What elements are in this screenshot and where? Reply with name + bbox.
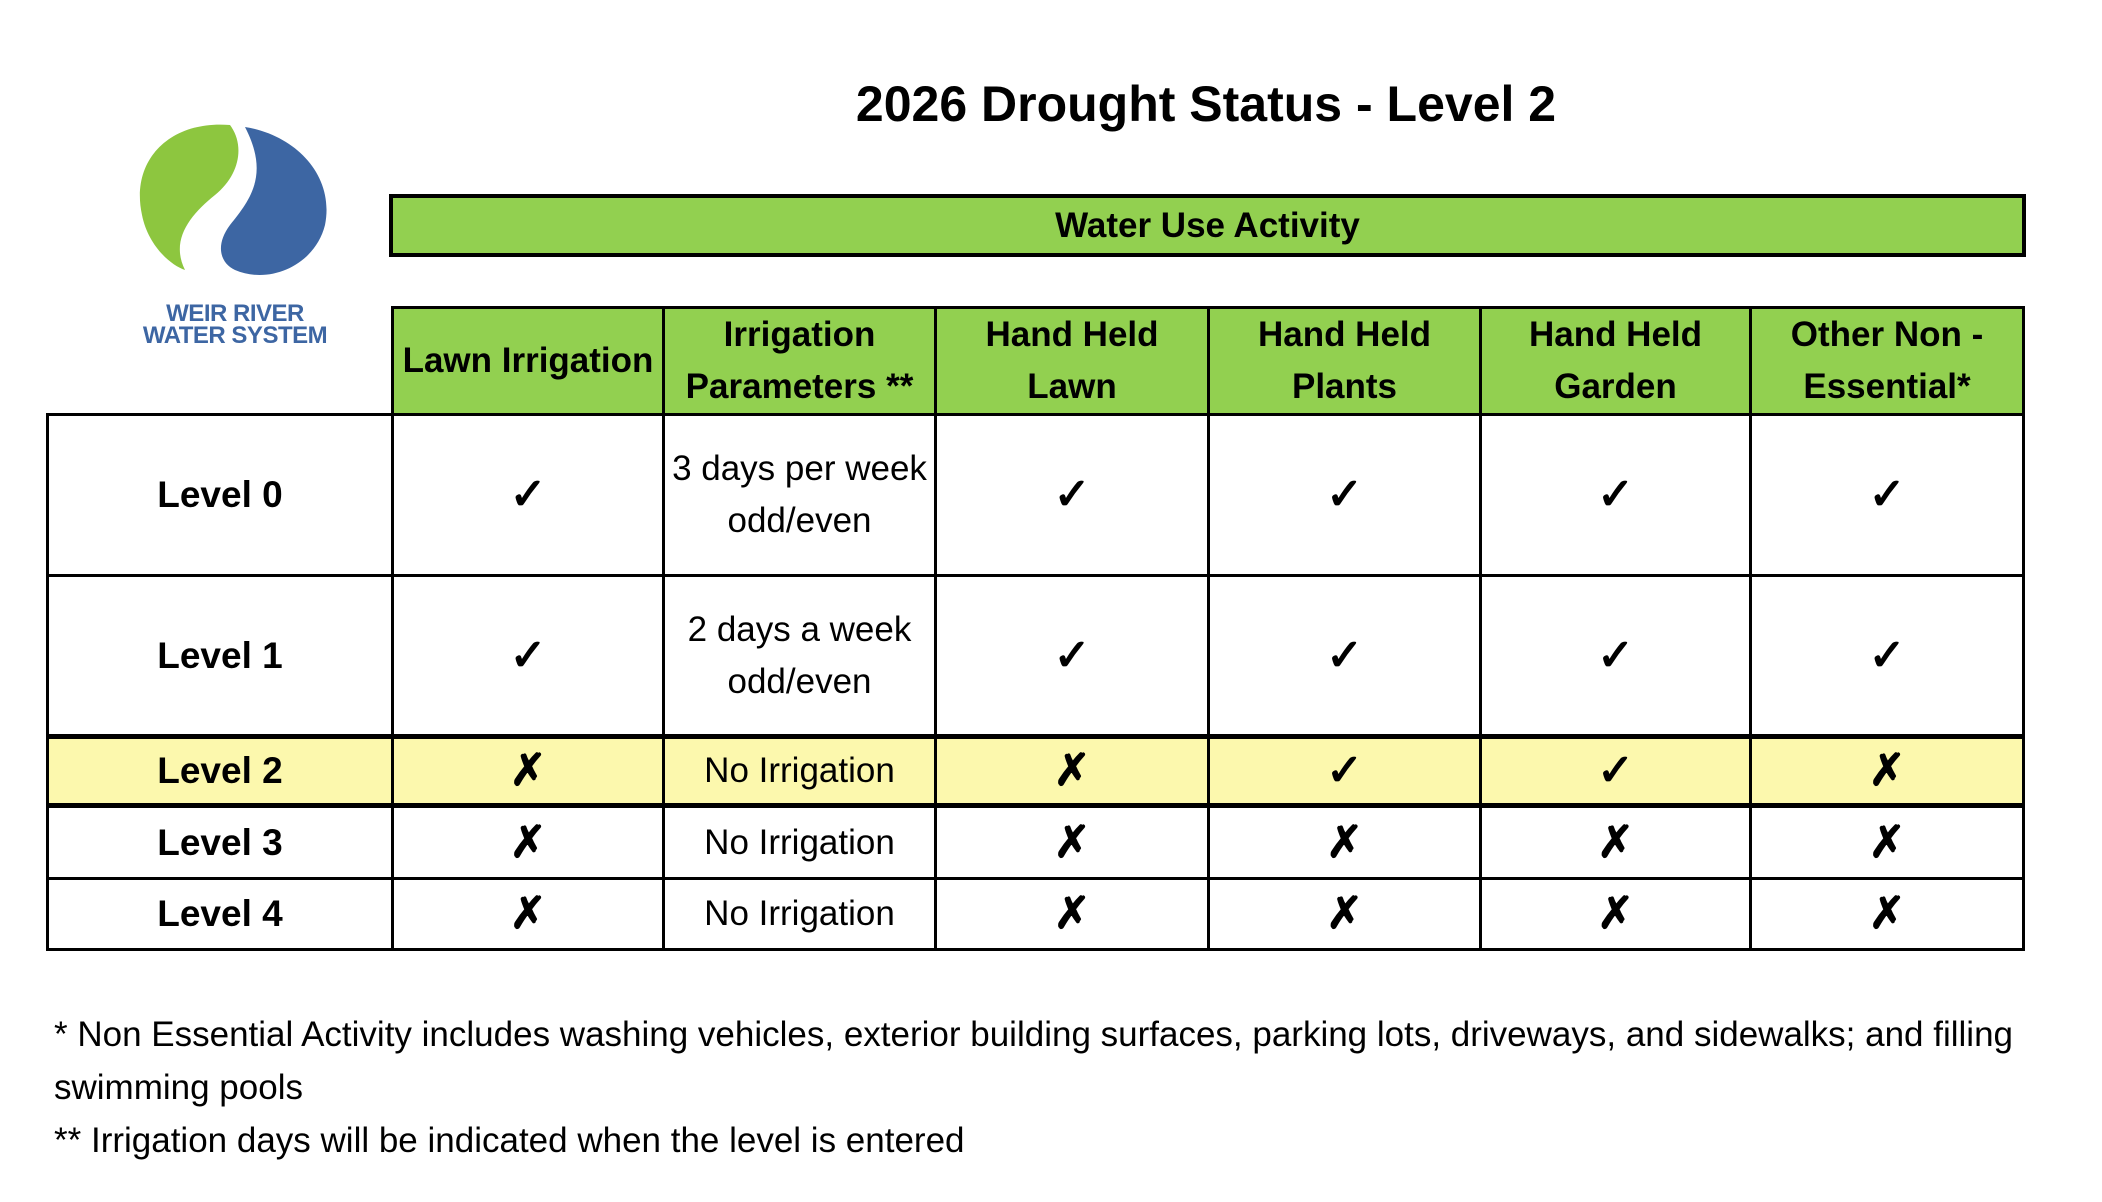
row-label: Level 3 (46, 804, 394, 880)
row-label: Level 1 (46, 574, 394, 738)
footnote: * Non Essential Activity includes washin… (54, 1015, 2014, 1107)
column-header: Other Non - Essential* (1749, 306, 2025, 416)
table: Lawn Irrigation Irrigation Parameters ** H… (46, 306, 2025, 951)
cell: No Irrigation (662, 734, 937, 808)
cell: ✗ (1749, 877, 2025, 951)
cell: ✗ (1479, 804, 1752, 880)
header-row: Lawn Irrigation Irrigation Parameters ** H… (47, 306, 2025, 416)
logo (139, 124, 327, 275)
cell: ✗ (391, 804, 665, 880)
column-header: Hand Held Lawn (934, 306, 1210, 416)
cell: ✗ (1207, 877, 1482, 951)
cell: ✓ (391, 413, 665, 577)
cell: ✓ (1479, 413, 1752, 577)
cell: ✗ (934, 877, 1210, 951)
cell: ✓ (934, 413, 1210, 577)
cell: ✓ (1479, 574, 1752, 738)
row-label: Level 4 (46, 877, 394, 951)
cell: ✗ (934, 734, 1210, 808)
cell: ✗ (391, 877, 665, 951)
cell: 2 days a week odd/even (662, 574, 937, 738)
cell: ✗ (934, 804, 1210, 880)
table-row: Level 0 ✓ 3 days per week odd/even ✓ ✓ ✓ ✓ (46, 413, 2025, 577)
footnotes: * Non Essential Activity includes washin… (54, 1008, 2034, 1167)
cell: ✓ (1207, 413, 1482, 577)
table-row: Level 1 ✓ 2 days a week odd/even ✓ ✓ ✓ ✓ (46, 574, 2025, 738)
cell: ✗ (1207, 804, 1482, 880)
column-header: Hand Held Plants (1207, 306, 1482, 416)
cell: ✗ (391, 734, 665, 808)
cell: ✓ (1207, 734, 1482, 808)
cell: No Irrigation (662, 804, 937, 880)
blank-cell (47, 307, 393, 416)
cell: ✗ (1749, 734, 2025, 808)
table-row: Level 2 ✗ No Irrigation ✗ ✓ ✓ ✗ (46, 734, 2025, 808)
cell: ✓ (1207, 574, 1482, 738)
title: 2026 Drought Status - Level 2 (855, 76, 1557, 132)
cell: ✗ (1479, 877, 1752, 951)
column-header: Lawn Irrigation (391, 306, 665, 416)
group-header: Water Use Activity (389, 194, 2026, 257)
table-row: Level 3 ✗ No Irrigation ✗ ✗ ✗ ✗ (46, 804, 2025, 880)
cell: ✓ (1749, 413, 2025, 577)
cell: ✓ (391, 574, 665, 738)
cell: ✓ (1479, 734, 1752, 808)
cell: 3 days per week odd/even (662, 413, 937, 577)
column-header: Irrigation Parameters ** (662, 306, 937, 416)
cell: No Irrigation (662, 877, 937, 951)
row-label: Level 0 (46, 413, 394, 577)
column-header: Hand Held Garden (1479, 306, 1752, 416)
footnote: ** Irrigation days will be indicated whe… (54, 1121, 965, 1160)
table-row: Level 4 ✗ No Irrigation ✗ ✗ ✗ ✗ (46, 877, 2025, 951)
cell: ✓ (934, 574, 1210, 738)
cell: ✓ (1749, 574, 2025, 738)
row-label: Level 2 (46, 734, 394, 808)
cell: ✗ (1749, 804, 2025, 880)
